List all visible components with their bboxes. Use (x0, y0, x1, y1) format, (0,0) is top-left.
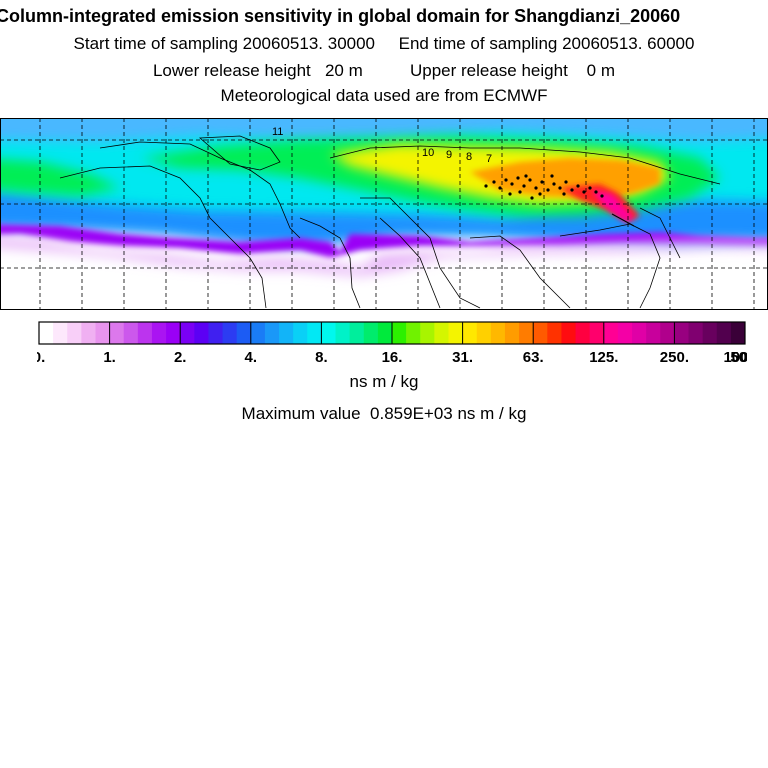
colorbar-swatch (349, 322, 365, 344)
colorbar-swatch (335, 322, 351, 344)
colorbar-swatch (39, 322, 54, 344)
contour-label: 11 (272, 126, 283, 138)
colorbar-swatch (392, 322, 407, 344)
colorbar-swatch (406, 322, 421, 344)
colorbar-tick-label: 31. (452, 349, 473, 366)
colorbar-swatch (688, 322, 704, 344)
sensitivity-field (0, 118, 768, 310)
colorbar-swatch (222, 322, 238, 344)
colorbar-swatch (363, 322, 379, 344)
colorbar-swatch (533, 322, 548, 344)
colorbar-swatch (250, 322, 266, 344)
colorbar-frame (38, 321, 746, 345)
colorbar-swatch (476, 322, 492, 344)
contour-labels: 11 10 9 8 7 (272, 126, 492, 165)
colorbar-swatch (95, 322, 111, 344)
contour-label: 10 (422, 147, 434, 159)
colorbar-units: ns m / kg (349, 372, 419, 391)
sampling-times: Start time of sampling 20060513. 30000 E… (73, 34, 695, 53)
colorbar-swatch (307, 322, 322, 344)
colorbar-swatch (137, 322, 153, 344)
colorbar-swatch (632, 322, 647, 344)
contour-label: 9 (446, 149, 452, 161)
colorbar-tick-label: 1000. (723, 349, 747, 366)
colorbar-tick-label: 250. (660, 349, 689, 366)
colorbar-classes (38, 321, 746, 345)
colorbar-swatch (166, 322, 181, 344)
colorbar-swatch (519, 322, 534, 344)
colorbar-swatch (208, 322, 224, 344)
colorbar-tick-label: 2. (174, 349, 187, 366)
colorbar-tick-label: 0. (37, 349, 45, 366)
lat-lon-grid (0, 118, 768, 310)
contour-label: 8 (466, 151, 472, 163)
colorbar-swatch (589, 322, 605, 344)
colorbar-swatch (321, 322, 337, 344)
colorbar: 0. 1. 2. 4. 8. 16. 31. 63. 125. 250. 500.1000. (37, 321, 747, 366)
maximum-value: Maximum value 0.859E+03 ns m / kg (241, 404, 527, 423)
colorbar-swatch (67, 322, 82, 344)
colorbar-swatch (462, 322, 478, 344)
colorbar-swatch (547, 322, 562, 344)
colorbar-swatch (279, 322, 294, 344)
colorbar-swatch (575, 322, 591, 344)
colorbar-tick-label: 63. (523, 349, 544, 366)
colorbar-swatch (293, 322, 308, 344)
met-data-source: Meteorological data used are from ECMWF (220, 86, 548, 105)
colorbar-swatch (377, 322, 393, 344)
colorbar-swatch (236, 322, 252, 344)
colorbar-swatch (264, 322, 280, 344)
colorbar-swatch (646, 322, 661, 344)
colorbar-ticks: 0. 1. 2. 4. 8. 16. 31. 63. 125. 250. 500.1000. (37, 349, 747, 366)
contour-label: 7 (486, 153, 492, 165)
colorbar-swatch (702, 322, 718, 344)
station-marker (611, 213, 635, 227)
colorbar-swatch (504, 322, 520, 344)
colorbar-swatch (420, 322, 435, 344)
colorbar-swatch (434, 322, 449, 344)
colorbar-swatch (603, 322, 619, 344)
colorbar-swatch (730, 322, 746, 344)
colorbar-swatch (53, 322, 68, 344)
colorbar-tick-label: 1. (103, 349, 116, 366)
colorbar-swatch (716, 322, 732, 344)
colorbar-tick-label: 16. (382, 349, 403, 366)
colorbar-tick-label: 125. (589, 349, 618, 366)
colorbar-swatch (194, 322, 209, 344)
colorbar-swatch (81, 322, 96, 344)
coastlines (59, 135, 721, 309)
colorbar-swatch (151, 322, 167, 344)
colorbar-swatch (109, 322, 125, 344)
colorbar-swatch (448, 322, 464, 344)
colorbar-tick-label: 4. (245, 349, 258, 366)
plot-title: Column-integrated emission sensitivity i… (0, 6, 681, 26)
colorbar-swatch (617, 322, 633, 344)
colorbar-swatch (561, 322, 577, 344)
colorbar-tick-label: 8. (315, 349, 328, 366)
colorbar-swatch (660, 322, 675, 344)
colorbar-swatch (674, 322, 690, 344)
colorbar-swatch (180, 322, 195, 344)
colorbar-swatch (490, 322, 506, 344)
colorbar-tick-label: 500. (730, 349, 747, 366)
release-heights: Lower release height 20 m Upper release … (152, 61, 616, 80)
sensitivity-map: 11 10 9 8 7 (0, 118, 768, 310)
colorbar-swatch (123, 322, 139, 344)
